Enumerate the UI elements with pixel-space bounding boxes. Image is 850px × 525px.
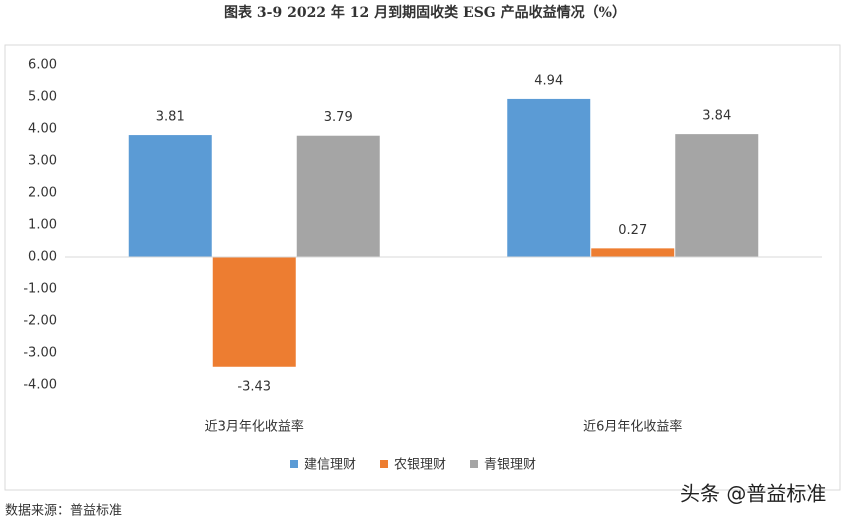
legend-label: 农银理财 [394,458,446,473]
value-label: -3.43 [237,379,271,394]
x-tick-label: 近3月年化收益率 [205,419,304,435]
chart-title: 图表 3-9 2022 年 12 月到期固收类 ESG 产品收益情况（%） [224,4,626,21]
bar [212,257,296,367]
value-label: 3.81 [156,110,185,125]
bar [296,135,380,257]
y-tick-label: 0.00 [28,250,57,265]
bar [675,134,759,257]
legend-swatch [380,460,388,468]
y-tick-label: -1.00 [23,282,57,297]
value-label: 3.79 [324,110,353,125]
watermark: 头条 @普益标准 [680,482,826,506]
y-tick-label: 4.00 [28,122,57,137]
y-tick-label: 2.00 [28,186,57,201]
y-tick-label: 6.00 [28,58,57,73]
value-label: 4.94 [534,73,563,88]
y-tick-label: 5.00 [28,90,57,105]
y-tick-label: -2.00 [23,314,57,329]
bar [128,135,212,257]
value-label: 0.27 [618,223,647,238]
y-tick-label: 1.00 [28,218,57,233]
chart-frame [4,44,841,491]
legend-swatch [290,460,298,468]
legend-swatch [470,460,478,468]
y-tick-label: -4.00 [23,378,57,393]
bar [507,98,591,257]
value-label: 3.84 [702,109,731,124]
y-tick-label: -3.00 [23,346,57,361]
legend-label: 建信理财 [304,458,356,473]
x-tick-label: 近6月年化收益率 [583,419,682,435]
source-note: 数据来源：普益标准 [5,504,122,519]
bar [591,248,675,257]
legend-label: 青银理财 [484,458,536,473]
y-tick-label: 3.00 [28,154,57,169]
